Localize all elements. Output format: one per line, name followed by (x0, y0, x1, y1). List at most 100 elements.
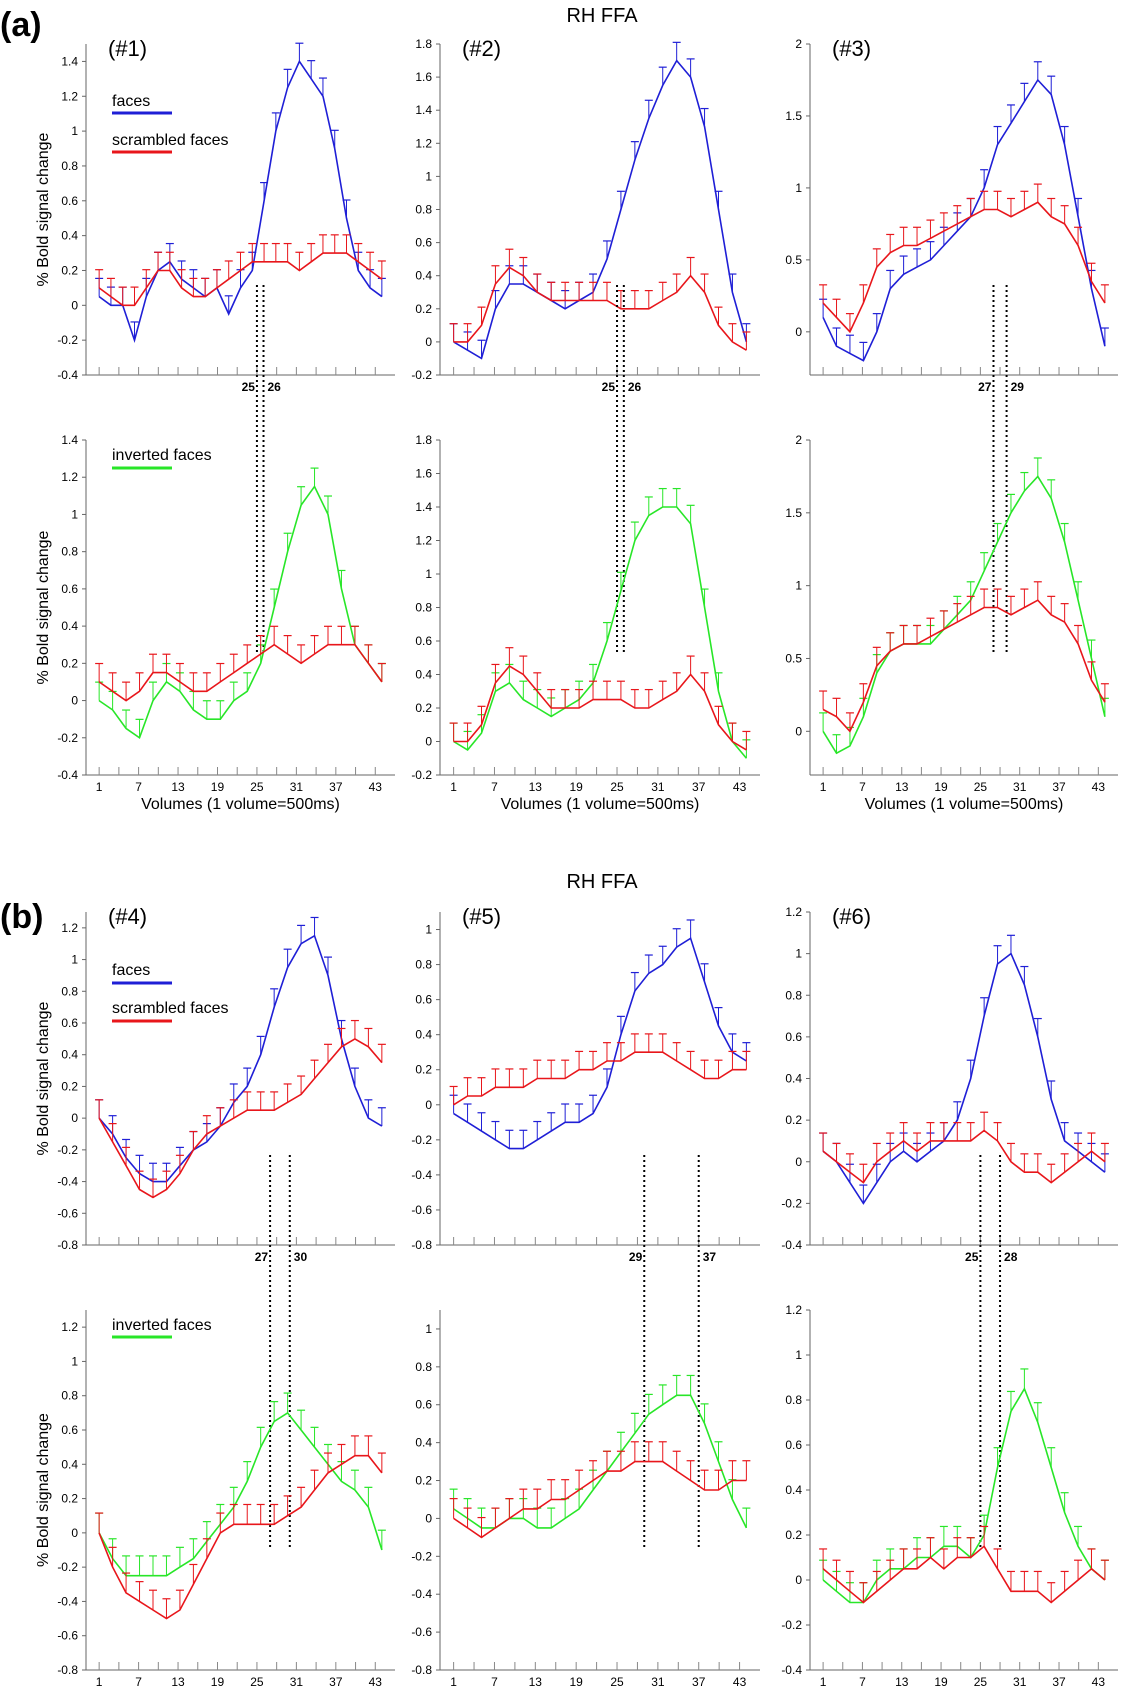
x-tick-label: 19 (934, 1675, 948, 1688)
panel-3: 0 0.5 1 1.5 2 (#3) 27 29 (785, 36, 1118, 655)
y-tick-label: -0.8 (411, 1663, 432, 1677)
x-tick-label: 13 (895, 1675, 909, 1688)
y-tick-label: 0.8 (785, 1393, 802, 1407)
series-line (453, 506, 748, 759)
y-tick-label: 0.8 (61, 984, 78, 998)
legend-inverted-label: inverted faces (112, 447, 212, 464)
y-tick-label: 0.4 (61, 619, 78, 633)
y-tick-label: -0.8 (57, 1663, 78, 1677)
panels-layer: -0.4 -0.2 0 0.2 0.4 0.6 0.8 1 1.2 1.4 % Bold signa… (35, 36, 1118, 1688)
series-line (453, 1460, 747, 1539)
y-tick-label: 0.6 (785, 1030, 802, 1044)
panel-1: -0.4 -0.2 0 0.2 0.4 0.6 0.8 1 1.2 1.4 % Bold signa… (35, 36, 395, 655)
y-tick-label: 0.2 (415, 302, 432, 316)
y-tick-label: 0.6 (61, 194, 78, 208)
legend-inverted: inverted faces (112, 447, 212, 470)
x-tick-label: 7 (491, 780, 498, 794)
y-tick-label: -0.4 (57, 1175, 78, 1189)
panel-4: -0.4 -0.2 0 0.2 0.4 0.6 0.8 1 1.2 1.4 1 7 13 19 25 31 37… (35, 433, 395, 813)
y-tick-label: -0.4 (57, 1594, 78, 1608)
y-tick-label: 1 (425, 923, 432, 937)
series-line (98, 1037, 383, 1199)
y-tick-label: -0.2 (57, 333, 78, 347)
x-tick-label: 13 (171, 780, 185, 794)
x-tick-label: 1 (96, 1675, 103, 1688)
x-axis-label: Volumes (1 volume=500ms) (141, 796, 340, 813)
panel-11: -0.8 -0.6 -0.4 -0.2 0 0.2 0.4 0.6 0.8 1 1 7 13 19 25 31… (411, 1310, 760, 1688)
x-tick-label: 43 (369, 780, 383, 794)
x-tick-label: 1 (450, 1675, 457, 1688)
x-tick-label: 13 (171, 1675, 185, 1688)
series-line (822, 1386, 1106, 1604)
onset-marker-label: 26 (268, 380, 282, 394)
panel-12: -0.4-0.200.20.40.60.811.217131925313743V… (781, 1303, 1118, 1688)
series-line (98, 1454, 383, 1620)
x-tick-label: 37 (1052, 780, 1066, 794)
y-tick-label: 0 (71, 694, 78, 708)
y-tick-label: 1 (795, 947, 802, 961)
x-tick-label: 43 (1092, 1675, 1106, 1688)
panel-tag: (#4) (108, 904, 147, 929)
y-tick-label: 1.2 (785, 1303, 802, 1317)
y-tick-label: 1.2 (61, 470, 78, 484)
y-tick-label: -0.6 (57, 1206, 78, 1220)
y-tick-label: 0.2 (785, 1528, 802, 1542)
y-tick-label: 0.2 (415, 1063, 432, 1077)
x-tick-label: 43 (733, 1675, 747, 1688)
y-tick-label: 1.4 (61, 54, 78, 68)
y-tick-label: 2 (795, 37, 802, 51)
y-tick-label: -0.2 (781, 1618, 802, 1632)
y-tick-label: -0.2 (411, 768, 432, 782)
x-tick-label: 13 (529, 780, 543, 794)
y-tick-label: 0 (71, 1111, 78, 1125)
onset-marker-label: 37 (703, 1250, 717, 1264)
onset-marker-label: 26 (628, 380, 642, 394)
x-tick-label: 7 (859, 1675, 866, 1688)
x-tick-label: 31 (1013, 1675, 1027, 1688)
panel-10: -0.8 -0.6 -0.4 -0.2 0 0.2 0.4 0.6 0.8 1 1.2 1 7 13 19 2… (35, 1310, 395, 1688)
series-line (822, 201, 1106, 334)
y-tick-label: 1.6 (415, 70, 432, 84)
y-tick-label: 0.6 (415, 993, 432, 1007)
panel-8: -0.8 -0.6 -0.4 -0.2 0 0.2 0.4 0.6 0.8 1 (#5) 29 37 (411, 904, 760, 1550)
x-tick-label: 25 (974, 1675, 988, 1688)
legend-scrambled-b: scrambled faces (112, 1000, 229, 1023)
x-tick-label: 25 (250, 1675, 264, 1688)
series-line (822, 78, 1106, 362)
x-tick-label: 25 (610, 780, 624, 794)
section-b-title: RH FFA (566, 871, 638, 893)
panel-9: -0.4 -0.2 0 0.2 0.4 0.6 0.8 1 1.2 (#6) 25 28 (781, 904, 1118, 1550)
series-line (822, 1129, 1106, 1184)
onset-marker-label: 27 (255, 1250, 269, 1264)
x-tick-label: 31 (290, 1675, 304, 1688)
panel-5: -0.2 0 0.2 0.4 0.6 0.8 1 1.2 1.4 1.6 1.8 1 7 13 19 25 31… (411, 433, 760, 813)
panel-7: -0.8 -0.6 -0.4 -0.2 0 0.2 0.4 0.6 0.8 1 1.2 % Bold … (35, 904, 395, 1550)
y-tick-label: 1.5 (785, 506, 802, 520)
y-tick-label: -0.2 (411, 1549, 432, 1563)
onset-marker-label: 29 (629, 1250, 643, 1264)
x-tick-label: 7 (135, 780, 142, 794)
x-axis-label: Volumes (1 volume=500ms) (501, 796, 700, 813)
series-line (98, 1411, 383, 1577)
y-tick-label: 1.8 (415, 37, 432, 51)
y-tick-label: 0 (425, 1511, 432, 1525)
legend-faces-label: faces (112, 93, 150, 110)
panel-2: -0.2 0 0.2 0.4 0.6 0.8 1 1.2 1.4 1.6 1.8 (#2) 25 26 (411, 36, 760, 655)
y-tick-label: 0.5 (785, 651, 802, 665)
x-tick-label: 7 (859, 780, 866, 794)
x-tick-label: 7 (135, 1675, 142, 1688)
legend-inverted-b-label: inverted faces (112, 1317, 212, 1334)
onset-marker-label: 29 (1011, 380, 1025, 394)
x-tick-label: 31 (1013, 780, 1027, 794)
y-tick-label: 0.2 (61, 1079, 78, 1093)
y-tick-label: 0.6 (415, 634, 432, 648)
y-tick-label: -0.2 (57, 1560, 78, 1574)
x-tick-label: 31 (290, 780, 304, 794)
panel-tag: (#6) (832, 904, 871, 929)
y-tick-label: 0.8 (415, 958, 432, 972)
y-tick-label: 0 (425, 1098, 432, 1112)
y-tick-label: 1 (71, 953, 78, 967)
x-tick-label: 13 (895, 780, 909, 794)
y-tick-label: 0 (795, 325, 802, 339)
y-tick-label: 0.2 (61, 263, 78, 277)
